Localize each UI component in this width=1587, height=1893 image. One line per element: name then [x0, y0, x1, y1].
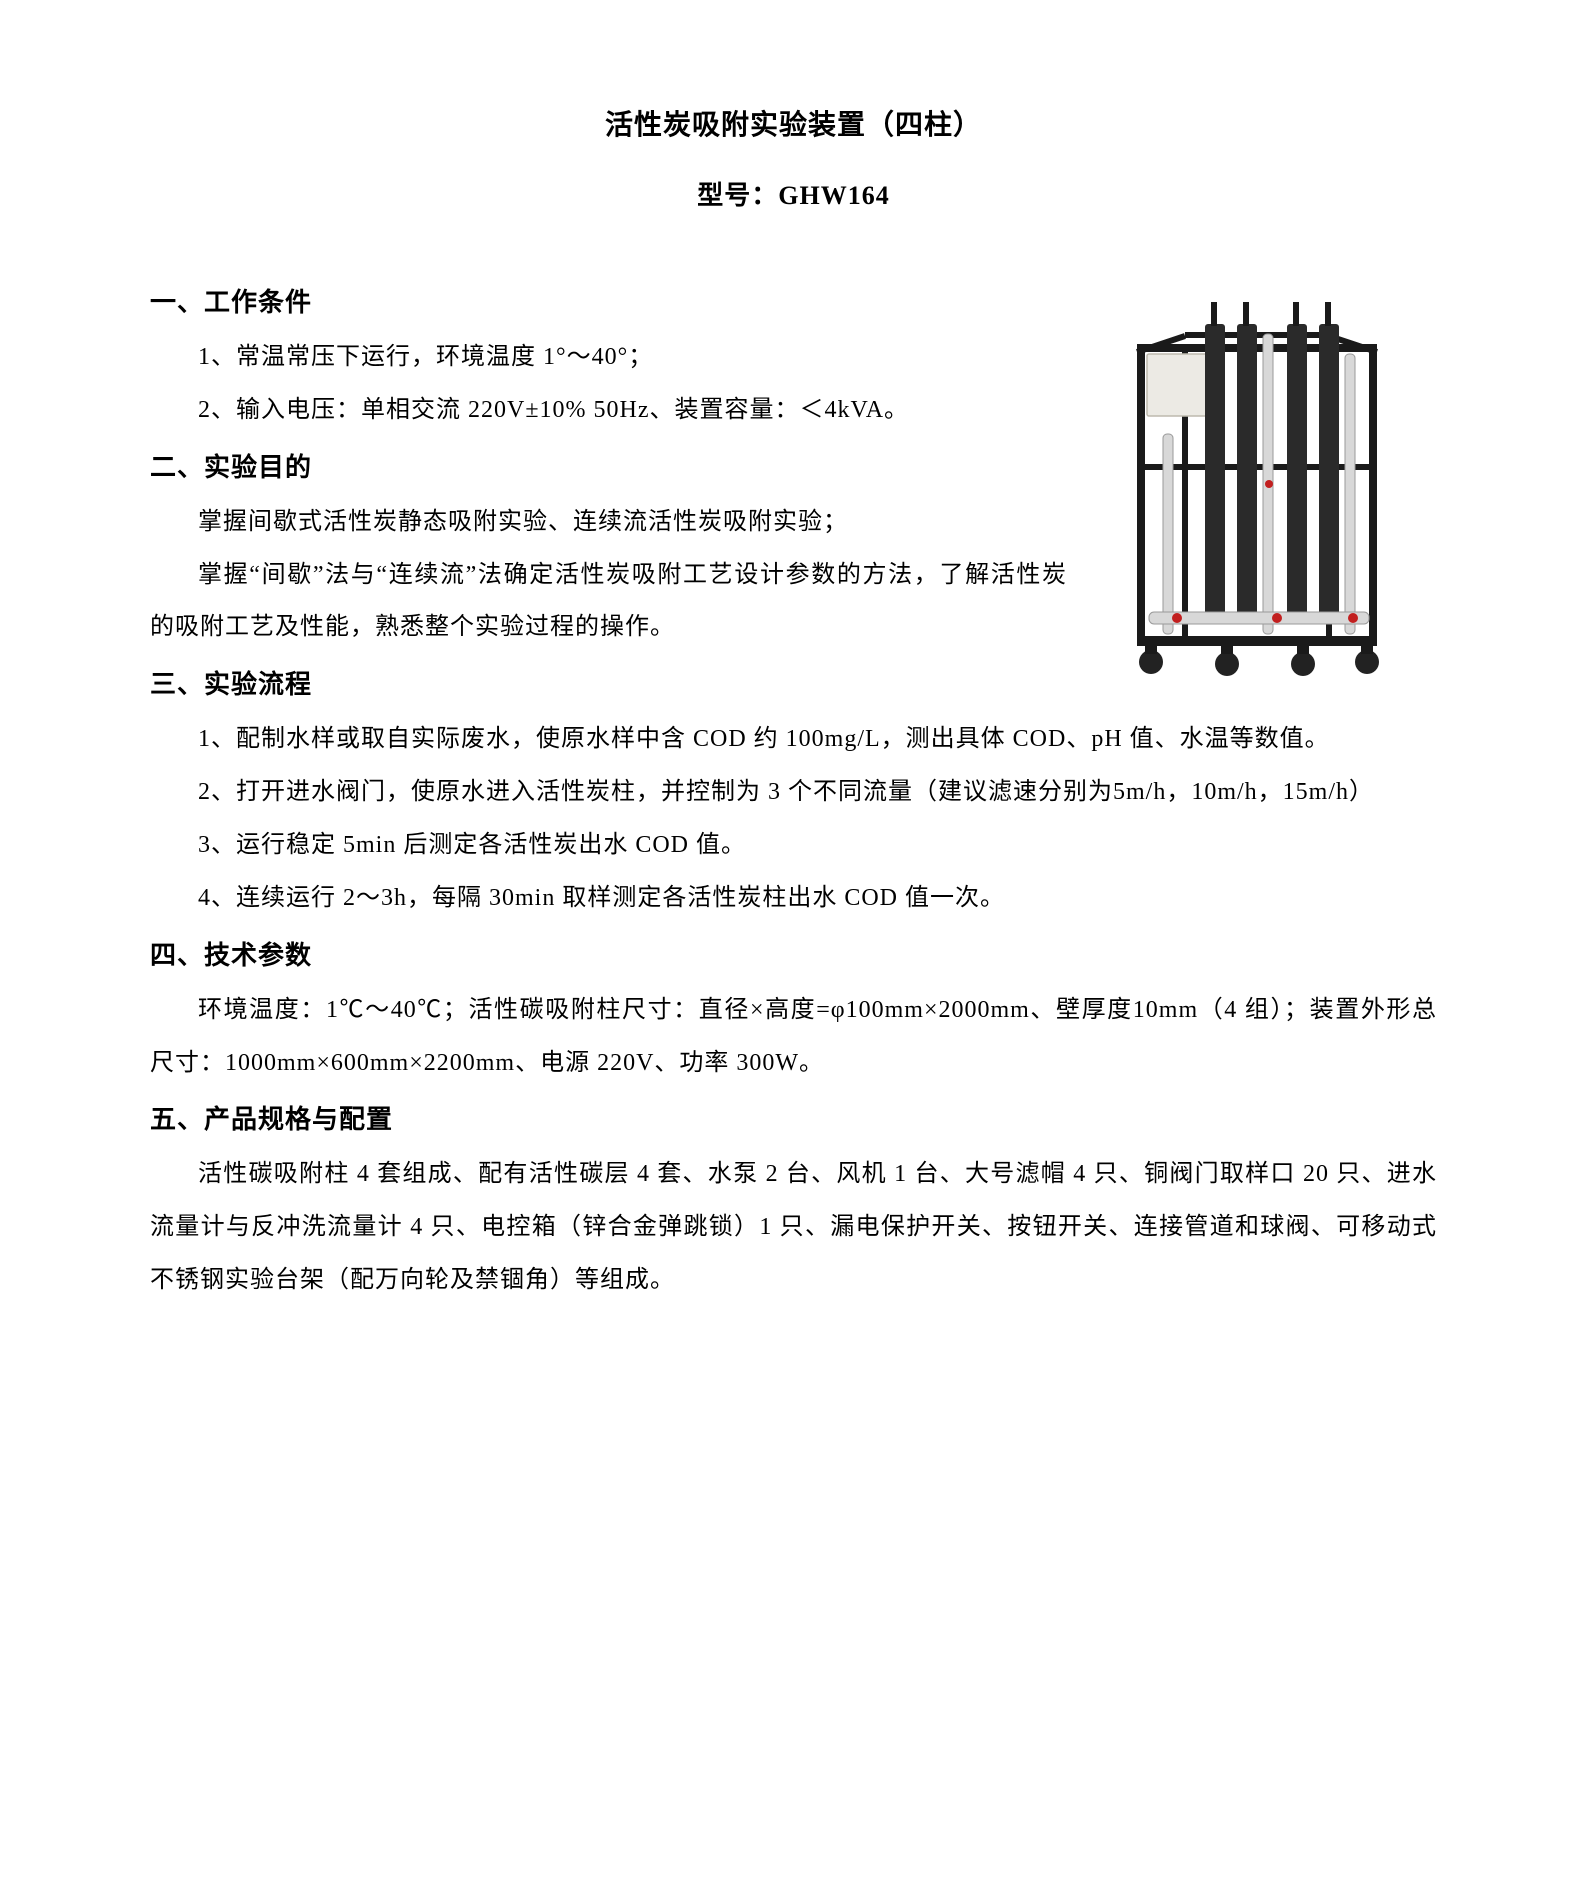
para-5-1: 活性碳吸附柱 4 套组成、配有活性碳层 4 套、水泵 2 台、风机 1 台、大号…	[150, 1148, 1437, 1306]
apparatus-illustration	[1077, 284, 1437, 694]
section-heading-5: 五、产品规格与配置	[150, 1091, 1437, 1148]
product-photo	[1077, 284, 1437, 694]
document-model: 型号：GHW164	[150, 167, 1437, 224]
para-3-4: 4、连续运行 2～3h，每隔 30min 取样测定各活性炭柱出水 COD 值一次…	[150, 872, 1437, 925]
document-title: 活性炭吸附实验装置（四柱）	[150, 95, 1437, 157]
para-4-1: 环境温度：1℃～40℃；活性碳吸附柱尺寸：直径×高度=φ100mm×2000mm…	[150, 984, 1437, 1090]
para-3-2: 2、打开进水阀门，使原水进入活性炭柱，并控制为 3 个不同流量（建议滤速分别为5…	[150, 766, 1437, 819]
title-block: 活性炭吸附实验装置（四柱） 型号：GHW164	[150, 95, 1437, 224]
content-body: 一、工作条件 1、常温常压下运行，环境温度 1°～40°； 2、输入电压：单相交…	[150, 274, 1437, 1307]
para-3-3: 3、运行稳定 5min 后测定各活性炭出水 COD 值。	[150, 819, 1437, 872]
para-3-1: 1、配制水样或取自实际废水，使原水样中含 COD 约 100mg/L，测出具体 …	[150, 713, 1437, 766]
section-heading-4: 四、技术参数	[150, 927, 1437, 984]
